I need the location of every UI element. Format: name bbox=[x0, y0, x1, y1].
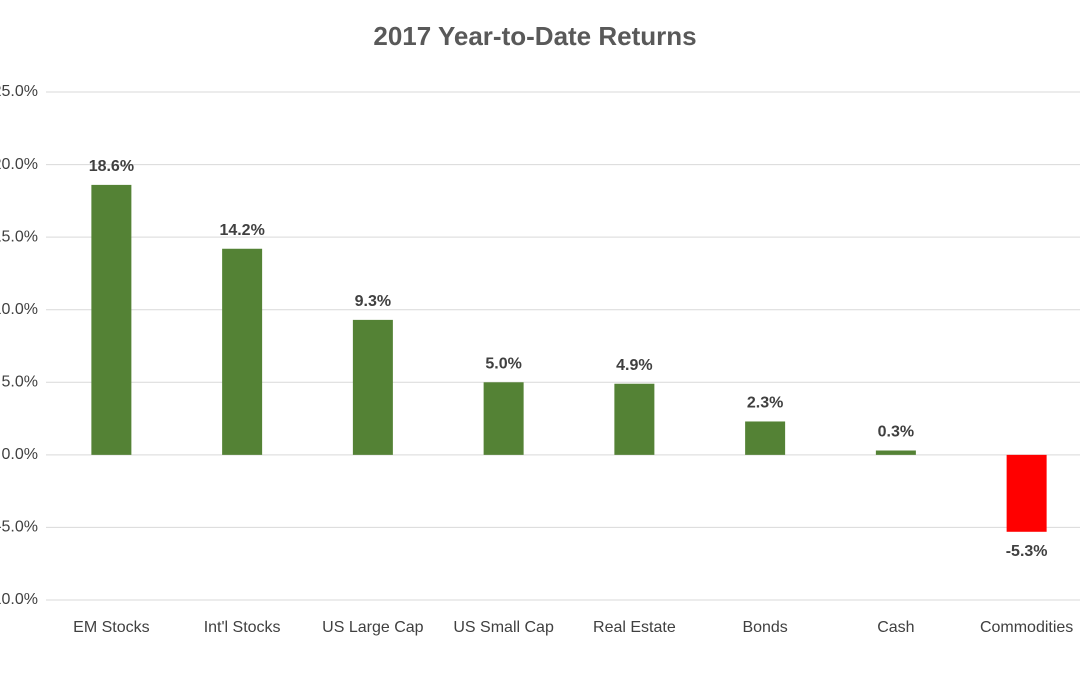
bar bbox=[483, 382, 524, 455]
x-tick-label: Int'l Stocks bbox=[204, 619, 281, 636]
bar bbox=[222, 248, 263, 455]
data-label: 14.2% bbox=[219, 222, 264, 239]
y-tick-label: -10.0% bbox=[0, 591, 38, 608]
x-tick-label: Cash bbox=[877, 619, 914, 636]
y-tick-label: -5.0% bbox=[0, 519, 38, 536]
y-tick-label: 20.0% bbox=[0, 156, 38, 173]
bar bbox=[352, 319, 393, 455]
bar bbox=[91, 184, 132, 455]
data-label: -5.3% bbox=[1006, 543, 1048, 560]
y-tick-label: 10.0% bbox=[0, 301, 38, 318]
data-label: 2.3% bbox=[747, 395, 783, 412]
x-tick-label: EM Stocks bbox=[73, 619, 149, 636]
bar bbox=[875, 450, 916, 455]
x-tick-label: US Small Cap bbox=[453, 619, 554, 636]
y-tick-label: 0.0% bbox=[2, 446, 38, 463]
data-label: 4.9% bbox=[616, 357, 652, 374]
data-label: 0.3% bbox=[878, 424, 914, 441]
y-tick-label: 5.0% bbox=[2, 374, 38, 391]
bar bbox=[614, 383, 655, 455]
chart-title: 2017 Year-to-Date Returns bbox=[373, 21, 696, 51]
data-label: 5.0% bbox=[485, 356, 521, 373]
x-tick-label: Bonds bbox=[742, 619, 787, 636]
bar bbox=[1006, 454, 1047, 532]
bar bbox=[745, 421, 786, 455]
x-tick-label: US Large Cap bbox=[322, 619, 423, 636]
data-label: 9.3% bbox=[355, 293, 391, 310]
data-label: 18.6% bbox=[89, 158, 134, 175]
y-tick-label: 25.0% bbox=[0, 83, 38, 100]
y-tick-label: 15.0% bbox=[0, 228, 38, 245]
x-tick-label: Commodities bbox=[980, 619, 1073, 636]
x-tick-label: Real Estate bbox=[593, 619, 676, 636]
